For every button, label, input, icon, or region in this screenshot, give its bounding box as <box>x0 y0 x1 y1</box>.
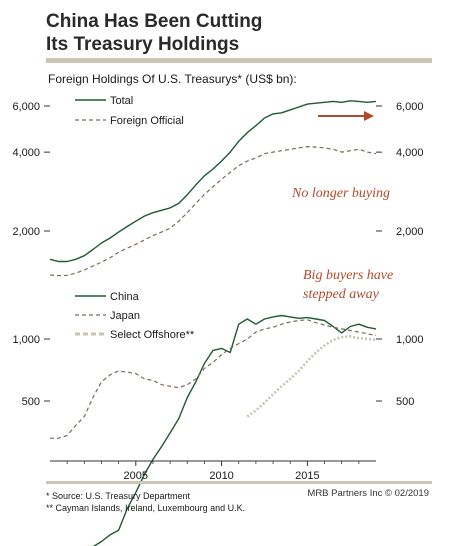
y-tick-label-left: 2,000 <box>12 226 40 238</box>
y-tick-label-right: 500 <box>396 396 414 408</box>
x-tick-label: 2010 <box>209 470 233 482</box>
legend-japan-label: Japan <box>110 310 140 322</box>
legend-select-offshore-label: Select Offshore** <box>110 329 195 341</box>
annotation-big-buyers-line1: Big buyers have <box>303 268 393 283</box>
legend-china-label: China <box>110 291 140 303</box>
chart-subtitle: Foreign Holdings Of U.S. Treasurys* (US$… <box>48 72 297 86</box>
series-line-china <box>92 314 377 546</box>
chart-title: China Has Been Cutting Its Treasury Hold… <box>46 10 446 56</box>
title-line-1: China Has Been Cutting <box>46 11 263 32</box>
y-tick-label-right: 4,000 <box>396 147 424 159</box>
y-tick-label-left: 6,000 <box>12 101 40 113</box>
series-line-japan <box>50 319 377 439</box>
title-divider <box>46 58 432 63</box>
footnotes: * Source: U.S. Treasury Department ** Ca… <box>46 490 245 514</box>
legend-total-label: Total <box>110 95 133 107</box>
y-tick-label-right: 6,000 <box>396 101 424 113</box>
y-tick-label-right: 2,000 <box>396 226 424 238</box>
series-line-total <box>49 100 377 263</box>
y-tick-label-left: 4,000 <box>12 147 40 159</box>
legend-foreign-official-label: Foreign Official <box>110 115 184 127</box>
footnote-offshore: ** Cayman Islands, Ireland, Luxembourg a… <box>46 503 246 513</box>
title-line-2: Its Treasury Holdings <box>46 34 240 55</box>
y-tick-label-right: 1,000 <box>396 334 424 346</box>
x-tick-label: 2005 <box>124 470 148 482</box>
series-line-foreign-official <box>49 146 377 277</box>
series-line-select-offshore <box>246 335 377 418</box>
trend-arrow-head <box>364 111 374 121</box>
annotation-big-buyers-line2: stepped away <box>303 287 380 302</box>
footnote-source: * Source: U.S. Treasury Department <box>46 491 191 501</box>
footer-divider <box>46 481 432 484</box>
y-tick-label-left: 1,000 <box>12 334 40 346</box>
y-tick-label-left: 500 <box>22 396 40 408</box>
annotation-no-longer-buying: No longer buying <box>291 186 390 201</box>
x-tick-label: 2015 <box>295 470 319 482</box>
credit-line: MRB Partners Inc © 02/2019 <box>307 488 429 499</box>
